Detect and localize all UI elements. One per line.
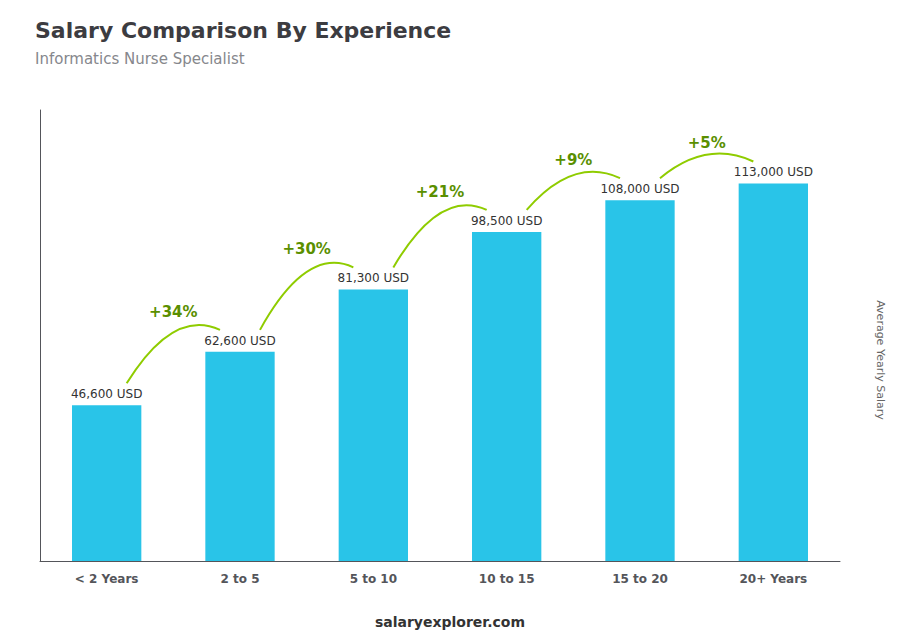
svg-text:108,000 USD: 108,000 USD [600,182,679,196]
svg-text:98,500 USD: 98,500 USD [471,214,542,228]
svg-text:Informatics Nurse Specialist: Informatics Nurse Specialist [35,50,245,68]
svg-text:113,000 USD: 113,000 USD [734,165,813,179]
svg-text:81,300 USD: 81,300 USD [338,271,409,285]
svg-text:10 to 15: 10 to 15 [479,572,535,586]
svg-text:+30%: +30% [282,240,330,258]
svg-text:2 to 5: 2 to 5 [220,572,259,586]
svg-text:20+ Years: 20+ Years [739,572,807,586]
svg-text:Average Yearly Salary: Average Yearly Salary [874,300,887,420]
svg-text:+5%: +5% [688,134,726,152]
svg-text:+21%: +21% [416,183,464,201]
svg-text:Salary Comparison By Experienc: Salary Comparison By Experience [35,18,451,43]
svg-text:5 to 10: 5 to 10 [350,572,397,586]
svg-text:+9%: +9% [554,151,592,169]
svg-text:62,600 USD: 62,600 USD [204,334,275,348]
svg-text:15 to 20: 15 to 20 [612,572,668,586]
svg-text:46,600 USD: 46,600 USD [71,387,142,401]
svg-text:salaryexplorer.com: salaryexplorer.com [375,614,525,630]
svg-text:+34%: +34% [149,303,197,321]
svg-text:< 2 Years: < 2 Years [75,572,139,586]
